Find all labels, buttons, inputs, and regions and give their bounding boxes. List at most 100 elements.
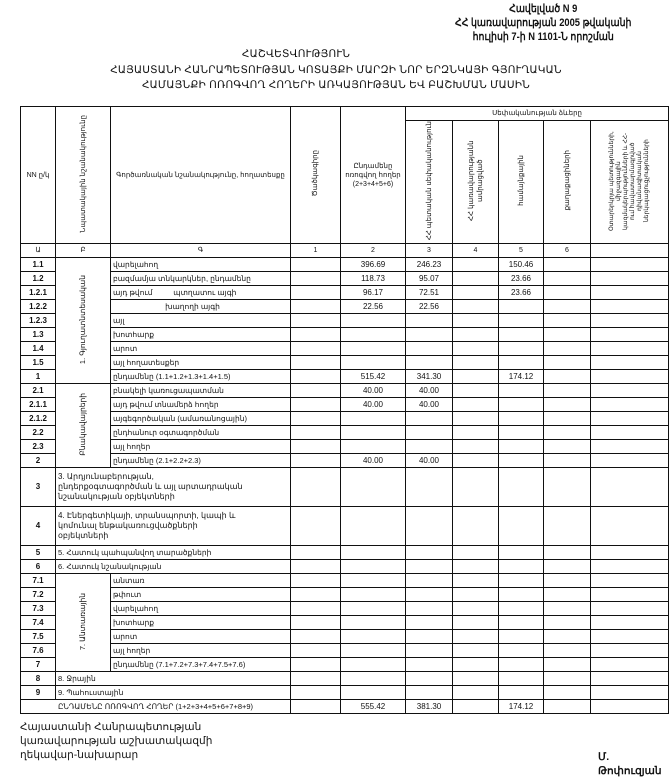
grand-total-label: ԸՆԴԱՄԵՆԸ ՈՌՈԳՎՈՂ ՀՈՂԵՐ (1+2+3+4+5+6+7+8+… <box>20 699 291 715</box>
table-row: 2.1 Բնակավայրերի բնակելի կառուցապատման 40.0… <box>20 383 670 469</box>
value-cell <box>452 657 499 673</box>
code-cell <box>290 397 341 413</box>
value-cell <box>405 601 453 617</box>
value-cell <box>452 629 499 645</box>
value-cell <box>498 425 544 441</box>
value-cell: 22.56 <box>405 299 453 315</box>
value-cell <box>405 671 453 687</box>
row-label: վարելահող <box>110 257 291 273</box>
value-cell: 341.30 <box>405 369 453 385</box>
value-cell <box>543 355 591 371</box>
table-row: 7.4 խոտհարք <box>20 615 670 631</box>
value-cell <box>543 671 591 687</box>
value-cell <box>589 657 670 673</box>
row-number: 5 <box>20 545 56 561</box>
row-number: 1.2 <box>20 271 56 287</box>
value-cell <box>452 397 499 413</box>
code-cell <box>290 453 341 469</box>
value-cell <box>589 285 670 301</box>
row-number: 2.1 <box>20 383 56 399</box>
table-row: 2.1.2 այգեգործական (ամառանոցային) <box>20 411 670 427</box>
value-cell <box>452 411 499 427</box>
value-cell <box>589 383 670 399</box>
value-cell: 95.07 <box>405 271 453 287</box>
value-cell: 96.17 <box>340 285 406 301</box>
row-number: 1.4 <box>20 341 56 357</box>
value-cell <box>405 467 453 508</box>
value-cell <box>498 299 544 315</box>
value-cell <box>543 657 591 673</box>
letter-cell: 6 <box>543 243 591 259</box>
code-cell <box>290 299 341 315</box>
value-cell <box>543 327 591 343</box>
code-cell <box>290 467 341 508</box>
letter-row: Ա Բ Գ 1 2 3 4 5 6 <box>20 243 670 259</box>
row-number: 3 <box>20 467 56 508</box>
value-cell <box>589 643 670 659</box>
letter-cell: Ա <box>20 243 56 259</box>
value-cell <box>498 573 544 589</box>
table-row: 7.6 այլ հողեր <box>20 643 670 659</box>
value-cell <box>340 615 406 631</box>
value-cell <box>589 559 670 575</box>
value-cell <box>498 671 544 687</box>
value-cell <box>589 439 670 455</box>
table-row: 4 4. Էներգետիկայի, տրանսպորտի, կապի և կոմ… <box>20 506 670 547</box>
table-row: 7 ընդամենը (7.1+7.2+7.3+7.4+7.5+7.6) <box>20 657 670 673</box>
value-cell <box>498 506 544 547</box>
value-cell: 22.56 <box>340 299 406 315</box>
document-title: ՀԱՇՎԵՏՎՈՒԹՅՈՒՆ <box>241 48 351 60</box>
value-cell <box>452 453 499 469</box>
value-cell <box>452 425 499 441</box>
row-label: այլ հողեր <box>110 439 291 455</box>
row-label: ընդամենը (1.1+1.2+1.3+1.4+1.5) <box>110 369 291 385</box>
group-label-text: 7. Անտառային <box>78 593 87 651</box>
row-number: 8 <box>20 671 56 687</box>
table-row: 2 ընդամենը (2.1+2.2+2.3) 40.00 40.00 <box>20 453 670 469</box>
grand-total-row: ԸՆԴԱՄԵՆԸ ՈՌՈԳՎՈՂ ՀՈՂԵՐ (1+2+3+4+5+6+7+8+… <box>20 699 670 715</box>
appendix-line-1: Հավելված N 9 <box>509 3 578 15</box>
header-col5: քաղաքացիների <box>543 119 591 245</box>
value-cell <box>543 643 591 659</box>
header-col2: ՀՀ պետական սեփականություն <box>405 119 453 245</box>
value-cell <box>543 615 591 631</box>
value-cell <box>452 559 499 575</box>
value-cell <box>589 699 670 715</box>
value-cell <box>498 397 544 413</box>
row-number: 7.1 <box>20 573 56 589</box>
table-row: 2.3 այլ հողեր <box>20 439 670 455</box>
header-num: NN ը/կ <box>20 105 56 245</box>
value-cell: 174.12 <box>498 699 544 715</box>
value-cell <box>340 327 406 343</box>
code-cell <box>290 629 341 645</box>
value-cell <box>405 615 453 631</box>
code-cell <box>290 643 341 659</box>
code-cell <box>290 411 341 427</box>
value-cell <box>589 425 670 441</box>
table-row: 7.2 թփուտ <box>20 587 670 603</box>
value-cell <box>340 467 406 508</box>
value-cell <box>589 411 670 427</box>
row-label: խոտհարք <box>110 327 291 343</box>
value-cell <box>589 453 670 469</box>
value-cell <box>405 327 453 343</box>
row-label: 9. Պահուստային <box>55 685 291 701</box>
value-cell <box>452 545 499 561</box>
value-cell <box>405 411 453 427</box>
value-cell: 515.42 <box>340 369 406 385</box>
value-cell <box>543 313 591 329</box>
letter-cell: 5 <box>498 243 544 259</box>
value-cell: 381.30 <box>405 699 453 715</box>
header-col4: համայնքային <box>498 119 544 245</box>
code-cell <box>290 369 341 385</box>
table-row: 1 ընդամենը (1.1+1.2+1.3+1.4+1.5) 515.42 341… <box>20 369 670 385</box>
value-cell <box>452 285 499 301</box>
value-cell <box>543 587 591 603</box>
table-row: 7.3 վարելահող <box>20 601 670 617</box>
row-label: այլ հողատեսքեր <box>110 355 291 371</box>
row-number: 7.5 <box>20 629 56 645</box>
value-cell <box>452 643 499 659</box>
row-number: 1.1 <box>20 257 56 273</box>
table-row: 7.5 արոտ <box>20 629 670 645</box>
row-number: 7.2 <box>20 587 56 603</box>
